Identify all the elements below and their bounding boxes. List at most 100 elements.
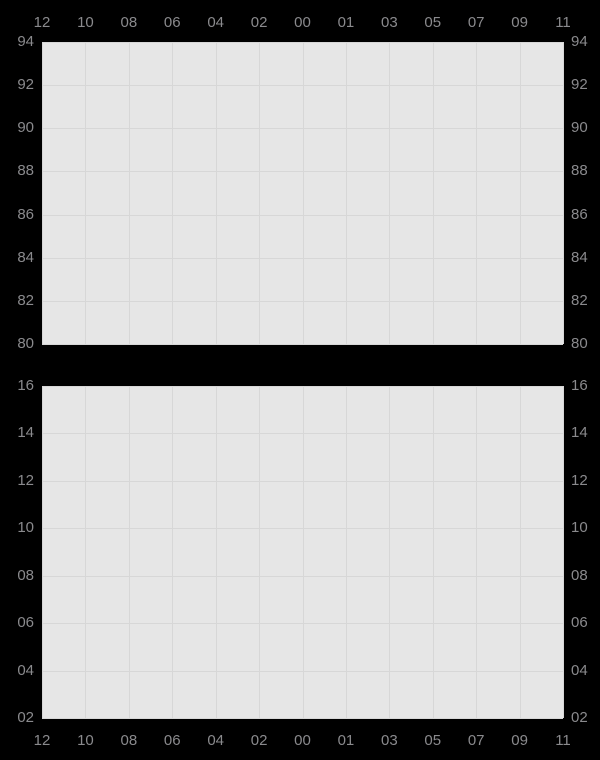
y-tick-left: 14 [17,424,34,441]
y-tick-left: 16 [17,377,34,394]
y-tick-left: 90 [17,119,34,136]
x-tick: 10 [65,732,105,749]
grid-line-vertical [520,386,521,718]
grid-line-vertical [85,42,86,344]
chart-container: 9494929290908888868684848282808012100806… [0,0,600,760]
x-tick: 06 [152,14,192,31]
grid-line-horizontal [42,215,563,216]
grid-line-vertical [346,386,347,718]
grid-line-horizontal [42,301,563,302]
x-tick: 02 [239,732,279,749]
x-tick: 10 [65,14,105,31]
y-tick-left: 92 [17,76,34,93]
grid-line-vertical [520,42,521,344]
x-tick: 11 [543,732,583,749]
x-tick: 08 [109,14,149,31]
grid-line-vertical [389,42,390,344]
grid-line-vertical [476,42,477,344]
y-tick-left: 94 [17,33,34,50]
y-tick-left: 80 [17,335,34,352]
y-tick-right: 92 [571,76,588,93]
grid-line-horizontal [42,85,563,86]
panel-bottom [42,386,563,718]
grid-line-horizontal [42,576,563,577]
x-tick: 02 [239,14,279,31]
x-tick: 09 [500,14,540,31]
grid-line-horizontal [42,528,563,529]
x-tick: 00 [283,732,323,749]
y-tick-right: 08 [571,567,588,584]
y-tick-left: 10 [17,519,34,536]
y-tick-left: 12 [17,472,34,489]
y-tick-right: 86 [571,206,588,223]
y-tick-right: 02 [571,709,588,726]
grid-line-horizontal [42,386,563,387]
grid-line-vertical [42,42,43,344]
grid-line-vertical [129,386,130,718]
panel-top [42,42,563,344]
grid-line-vertical [433,386,434,718]
grid-line-vertical [563,386,564,718]
y-tick-right: 12 [571,472,588,489]
grid-line-vertical [346,42,347,344]
grid-line-horizontal [42,128,563,129]
x-tick: 12 [22,732,62,749]
y-tick-right: 82 [571,292,588,309]
grid-line-vertical [433,42,434,344]
y-tick-right: 04 [571,662,588,679]
grid-line-vertical [172,386,173,718]
y-tick-left: 88 [17,162,34,179]
grid-line-horizontal [42,671,563,672]
x-tick: 09 [500,732,540,749]
x-tick: 11 [543,14,583,31]
grid-line-vertical [129,42,130,344]
y-tick-right: 90 [571,119,588,136]
y-tick-right: 10 [571,519,588,536]
grid-line-vertical [303,42,304,344]
y-tick-right: 84 [571,249,588,266]
grid-line-vertical [216,42,217,344]
grid-line-horizontal [42,42,563,43]
grid-line-vertical [216,386,217,718]
grid-line-horizontal [42,171,563,172]
grid-line-vertical [389,386,390,718]
grid-line-vertical [259,42,260,344]
y-tick-left: 84 [17,249,34,266]
y-tick-left: 06 [17,614,34,631]
grid-line-vertical [85,386,86,718]
grid-line-vertical [42,386,43,718]
grid-line-horizontal [42,344,563,345]
x-tick: 07 [456,732,496,749]
y-tick-right: 06 [571,614,588,631]
x-tick: 05 [413,732,453,749]
y-tick-right: 80 [571,335,588,352]
x-tick: 12 [22,14,62,31]
x-tick: 00 [283,14,323,31]
grid-line-vertical [563,42,564,344]
x-tick: 06 [152,732,192,749]
grid-line-horizontal [42,623,563,624]
x-tick: 03 [369,14,409,31]
grid-line-vertical [172,42,173,344]
grid-line-vertical [259,386,260,718]
x-tick: 07 [456,14,496,31]
y-tick-left: 08 [17,567,34,584]
x-tick: 04 [196,732,236,749]
y-tick-left: 02 [17,709,34,726]
grid-line-horizontal [42,258,563,259]
x-tick: 01 [326,14,366,31]
grid-line-horizontal [42,481,563,482]
x-tick: 01 [326,732,366,749]
y-tick-left: 86 [17,206,34,223]
y-tick-right: 16 [571,377,588,394]
grid-line-horizontal [42,433,563,434]
y-tick-right: 94 [571,33,588,50]
y-tick-right: 14 [571,424,588,441]
y-tick-left: 82 [17,292,34,309]
grid-line-vertical [303,386,304,718]
y-tick-left: 04 [17,662,34,679]
y-tick-right: 88 [571,162,588,179]
x-tick: 03 [369,732,409,749]
grid-line-horizontal [42,718,563,719]
x-tick: 04 [196,14,236,31]
